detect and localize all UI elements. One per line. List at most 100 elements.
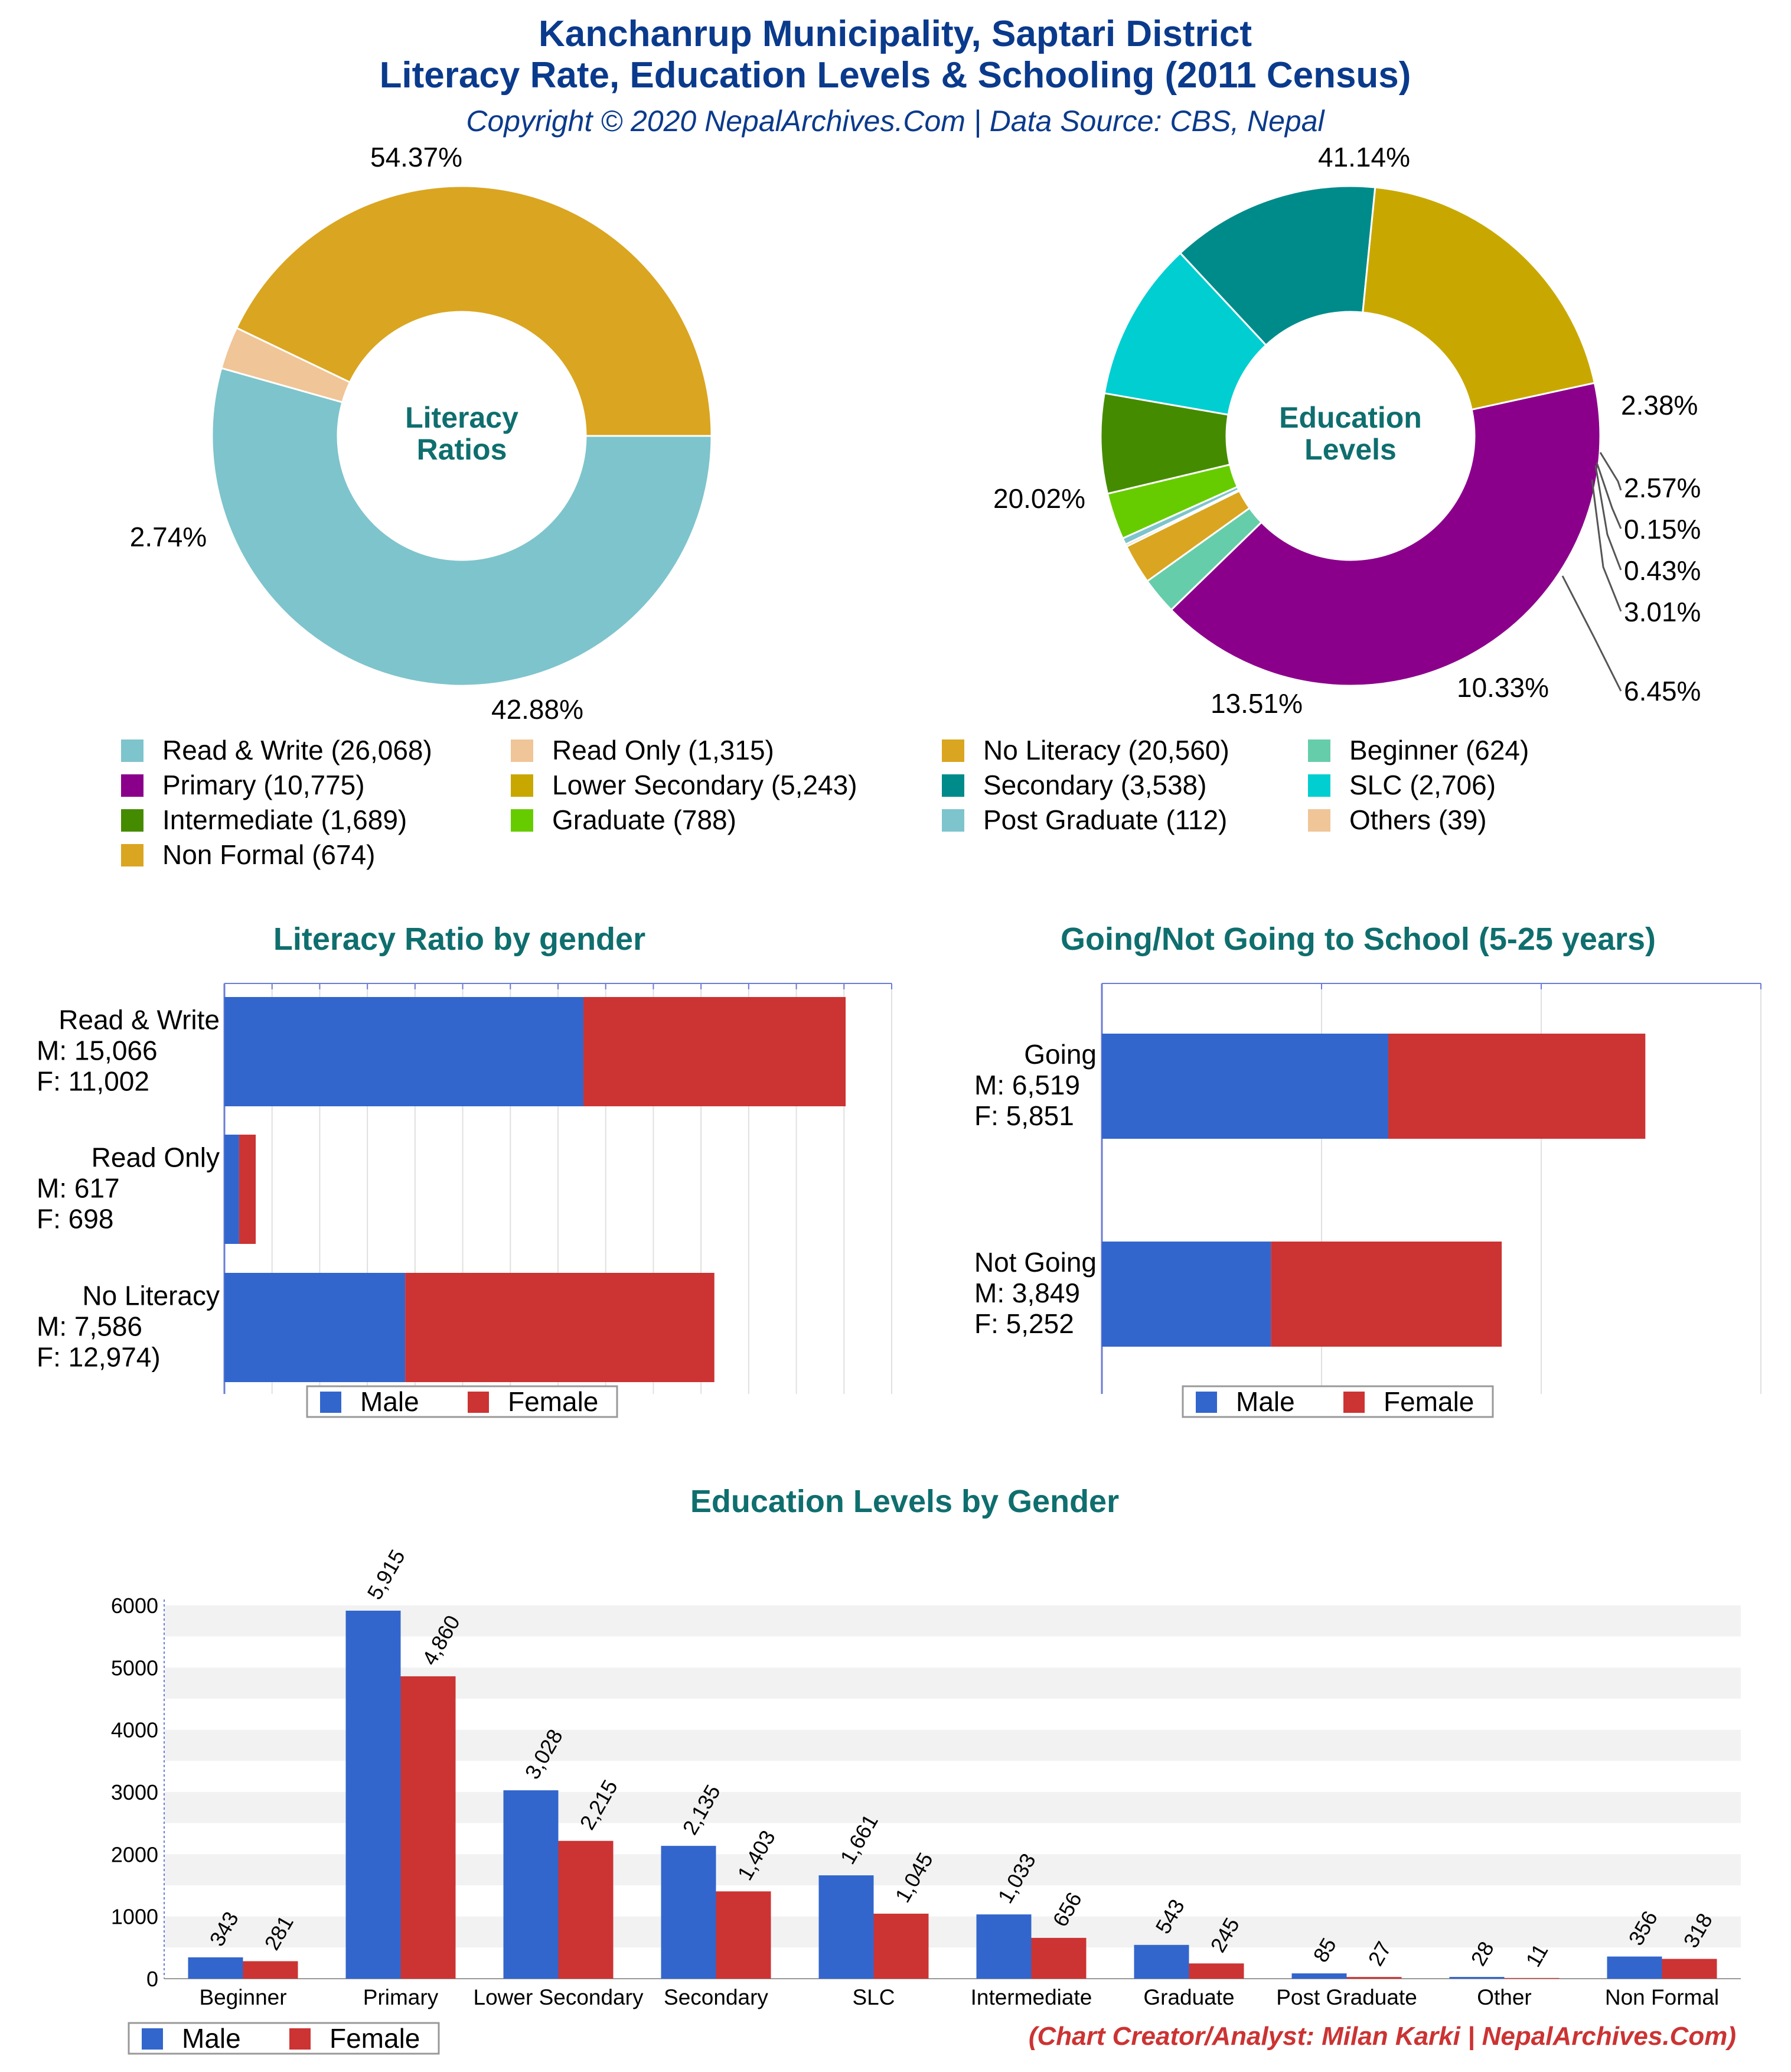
education-bar-graduate-male: [1134, 1944, 1189, 1979]
education-gender-legend-male-label: Male: [182, 2023, 241, 2054]
education-gender-ytick-label: 1000: [111, 1905, 158, 1929]
education-gender-legend-female-label: Female: [330, 2023, 420, 2054]
education-pct-beginner: 2.38%: [1621, 390, 1698, 421]
education-leader-lines: [1561, 452, 1622, 692]
school-legend-box: [1182, 1385, 1494, 1418]
legend-swatch-read-only-1-315: [511, 739, 533, 762]
literacy-pct-no-literacy: 42.88%: [491, 694, 583, 725]
legend-swatch-no-literacy-20-560: [942, 739, 964, 762]
education-gender-legend-female-swatch: [289, 2028, 311, 2050]
education-gender-legend-box: [128, 2022, 440, 2055]
school-legend-female-label: Female: [1384, 1386, 1474, 1417]
education-pct-post-graduate: 0.43%: [1624, 555, 1701, 586]
school-category-label-not-going-2: F: 5,252: [974, 1308, 1074, 1339]
literacy-gender-category-label-no-literacy-1: M: 7,586: [37, 1311, 142, 1342]
education-bar-non-formal-male: [1607, 1956, 1662, 1979]
leader-line-others: [1596, 462, 1622, 529]
education-gender-ytick-label: 2000: [111, 1842, 158, 1866]
education-donut-center-label-2: Levels: [1304, 433, 1397, 466]
literacy-gender-bar-read-write-male: [224, 997, 584, 1106]
legend-label-no-literacy-20-560: No Literacy (20,560): [983, 735, 1229, 765]
education-pct-slc: 10.33%: [1457, 672, 1549, 703]
literacy-slice-read-write: [211, 367, 713, 687]
education-category-label-graduate: Graduate: [1143, 1985, 1234, 2009]
legend-label-slc-2-706: SLC (2,706): [1349, 770, 1496, 800]
school-category-label-going-0: Going: [1024, 1039, 1097, 1070]
literacy-gender-bar-no-literacy-male: [224, 1273, 406, 1382]
legend-swatch-read-write-26-068: [121, 739, 143, 762]
school-legend-female-swatch: [1343, 1392, 1365, 1413]
education-bar-graduate-female: [1189, 1963, 1244, 1979]
school-legend-male-swatch: [1196, 1392, 1217, 1413]
literacy-gender-category-label-read-only-1: M: 617: [37, 1173, 120, 1204]
education-category-label-non-formal: Non Formal: [1605, 1985, 1719, 2009]
literacy-gender-bar-read-only-female: [239, 1135, 256, 1244]
legend-label-others-39: Others (39): [1349, 804, 1487, 835]
education-category-label-other: Other: [1477, 1985, 1532, 2009]
education-bar-secondary-male: [661, 1846, 716, 1979]
legend-label-read-write-26-068: Read & Write (26,068): [162, 735, 432, 765]
education-category-label-intermediate: Intermediate: [971, 1985, 1092, 2009]
education-bar-lower-secondary-male: [503, 1790, 559, 1979]
education-data-label-primary-male: 5,915: [362, 1545, 410, 1604]
education-bar-other-female: [1504, 1977, 1560, 1979]
literacy-gender-legend-female-label: Female: [508, 1386, 598, 1417]
legend-swatch-intermediate-1-689: [121, 809, 143, 832]
literacy-donut-center-label-2: Ratios: [417, 433, 507, 466]
legend-label-post-graduate-112: Post Graduate (112): [983, 804, 1227, 835]
education-pct-intermediate: 6.45%: [1624, 676, 1701, 706]
school-chart-title: Going/Not Going to School (5-25 years): [1061, 921, 1656, 957]
literacy-gender-chart-title: Literacy Ratio by gender: [273, 921, 645, 957]
education-donut-chart: [1100, 185, 1601, 687]
education-bar-primary-male: [345, 1610, 401, 1979]
education-gender-chart-title: Education Levels by Gender: [690, 1484, 1119, 1519]
education-bar-beginner-male: [188, 1957, 243, 1979]
education-slice-lower-secondary: [1362, 186, 1596, 411]
education-donut-center-label-1: Education: [1279, 401, 1422, 434]
legend-swatch-post-graduate-112: [942, 809, 964, 832]
education-gender-grid-band: [164, 1605, 1741, 1637]
education-slice-slc: [1103, 252, 1268, 416]
leader-line-intermediate: [1561, 575, 1622, 692]
creator-credit: (Chart Creator/Analyst: Milan Karki | Ne…: [1029, 2022, 1736, 2051]
legend-label-beginner-624: Beginner (624): [1349, 735, 1529, 765]
copyright-line: Copyright © 2020 NepalArchives.Com | Dat…: [466, 105, 1325, 138]
literacy-gender-category-label-read-write-1: M: 15,066: [37, 1035, 158, 1066]
literacy-gender-legend-box: [306, 1385, 618, 1418]
education-gender-ytick-label: 0: [146, 1967, 158, 1991]
legend-label-non-formal-674: Non Formal (674): [162, 839, 375, 870]
legend-swatch-others-39: [1308, 809, 1330, 832]
education-gender-ytick-label: 6000: [111, 1594, 158, 1618]
education-bar-lower-secondary-female: [558, 1840, 614, 1979]
education-bar-slc-male: [818, 1875, 874, 1979]
leader-line-non-formal: [1599, 452, 1622, 491]
education-bar-non-formal-female: [1662, 1959, 1717, 1979]
donut-legend: Read & Write (26,068) Read Only (1,315) No…: [121, 735, 1529, 870]
literacy-gender-legend-female-swatch: [468, 1392, 489, 1413]
education-bar-intermediate-female: [1031, 1937, 1087, 1979]
literacy-gender-bar-no-literacy-female: [405, 1273, 715, 1382]
education-pct-secondary: 13.51%: [1211, 688, 1303, 719]
school-bar-going-male: [1102, 1034, 1389, 1139]
education-bar-beginner-female: [243, 1961, 298, 1979]
education-category-label-primary: Primary: [363, 1985, 439, 2009]
school-category-label-going-2: F: 5,851: [974, 1100, 1074, 1131]
literacy-donut-center-label-1: Literacy: [405, 401, 518, 434]
education-gender-grid-band: [164, 1636, 1741, 1668]
education-category-label-lower-secondary: Lower Secondary: [474, 1985, 644, 2009]
education-category-label-slc: SLC: [853, 1985, 895, 2009]
page-title-line2: Literacy Rate, Education Levels & School…: [380, 55, 1411, 96]
legend-swatch-slc-2-706: [1308, 774, 1330, 797]
literacy-gender-bar-read-write-female: [583, 997, 846, 1106]
education-pct-others: 0.15%: [1624, 514, 1701, 545]
education-pct-non-formal: 2.57%: [1624, 473, 1701, 503]
literacy-pct-read-write: 54.37%: [370, 142, 462, 172]
legend-label-primary-10-775: Primary (10,775): [162, 770, 365, 800]
legend-swatch-non-formal-674: [121, 844, 143, 866]
school-legend-male-label: Male: [1236, 1386, 1295, 1417]
education-bar-other-male: [1449, 1977, 1505, 1979]
legend-swatch-graduate-788: [511, 809, 533, 832]
